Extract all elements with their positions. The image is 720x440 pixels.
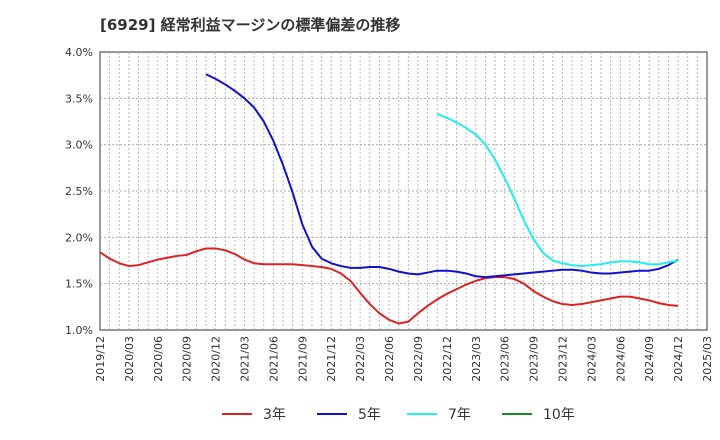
x-tick-label: 2023/06	[499, 336, 512, 382]
x-tick-label: 2023/03	[470, 336, 483, 382]
y-tick-label: 1.5%	[65, 278, 93, 291]
x-tick-label: 2020/06	[152, 336, 165, 382]
chart-title: [6929] 経常利益マージンの標準偏差の推移	[100, 16, 401, 34]
x-tick-label: 2025/03	[701, 336, 714, 382]
plot-area	[99, 51, 708, 331]
series-line-0	[99, 247, 679, 325]
x-tick-label: 2022/12	[441, 336, 454, 382]
x-axis-ticks: 2019/12 2020/03 2020/06 2020/09 2020/12 2021/…	[94, 336, 714, 382]
grid-lines	[100, 52, 707, 330]
y-tick-label: 2.5%	[65, 185, 93, 198]
x-tick-label: 2020/09	[181, 336, 194, 382]
legend-label: 3年	[263, 407, 286, 423]
x-tick-label: 2021/03	[239, 336, 252, 382]
x-tick-label: 2020/12	[210, 336, 223, 382]
x-tick-label: 2021/09	[296, 336, 309, 382]
x-tick-label: 2024/03	[585, 336, 598, 382]
x-tick-label: 2021/06	[267, 336, 280, 382]
x-tick-label: 2024/09	[643, 336, 656, 382]
y-tick-label: 3.0%	[65, 139, 93, 152]
x-tick-label: 2024/12	[672, 336, 685, 382]
x-tick-label: 2021/12	[325, 336, 338, 382]
x-tick-label: 2022/09	[412, 336, 425, 382]
series-line-1	[205, 73, 679, 279]
series-line-2	[436, 113, 679, 268]
x-tick-label: 2023/09	[528, 336, 541, 382]
legend-label: 10年	[543, 407, 575, 423]
x-tick-label: 2019/12	[94, 336, 107, 382]
y-tick-label: 4.0%	[65, 46, 93, 59]
legend: 3年 5年 7年 10年	[222, 407, 575, 423]
y-axis-ticks: 1.0% 1.5% 2.0% 2.5% 3.0% 3.5% 4.0%	[65, 46, 93, 337]
series-lines	[99, 73, 679, 325]
y-tick-label: 2.0%	[65, 231, 93, 244]
y-tick-label: 3.5%	[65, 92, 93, 105]
x-tick-label: 2024/06	[614, 336, 627, 382]
legend-label: 5年	[358, 407, 381, 423]
x-tick-label: 2022/03	[354, 336, 367, 382]
x-tick-label: 2020/03	[123, 336, 136, 382]
y-tick-label: 1.0%	[65, 324, 93, 337]
legend-label: 7年	[448, 407, 471, 423]
x-tick-label: 2023/12	[556, 336, 569, 382]
x-tick-label: 2022/06	[383, 336, 396, 382]
